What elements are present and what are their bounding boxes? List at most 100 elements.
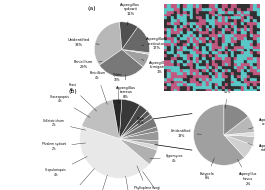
Bar [247,10,250,13]
Bar [237,30,241,33]
Bar [209,82,212,85]
Bar [212,68,215,71]
Bar [199,50,202,53]
Bar [174,82,177,85]
Bar [212,15,215,18]
Bar [253,62,257,65]
Bar [212,74,215,77]
Bar [209,85,212,88]
Text: Trichosporon
spinolosum
2%: Trichosporon spinolosum 2% [143,171,172,190]
Bar [190,77,193,80]
Bar [202,71,206,74]
Bar [202,50,206,53]
Bar [199,77,202,80]
Bar [206,39,209,42]
Bar [244,4,247,7]
Bar [257,53,260,56]
Bar [250,53,253,56]
Bar [209,39,212,42]
Bar [167,36,171,39]
Bar [257,71,260,74]
Bar [218,56,222,59]
Bar [193,15,196,18]
Bar [234,36,237,39]
Bar [196,4,199,7]
Bar [190,24,193,27]
Bar [250,85,253,88]
Bar [231,82,234,85]
Bar [215,53,218,56]
Bar [164,13,167,15]
Bar [190,88,193,91]
Bar [202,18,206,21]
Bar [253,80,257,82]
Bar [190,53,193,56]
Bar [202,62,206,65]
Bar [206,62,209,65]
Bar [164,48,167,50]
Bar [209,30,212,33]
Text: Aspergillus
terreus
8%: Aspergillus terreus 8% [116,75,136,99]
Bar [250,10,253,13]
Bar [174,39,177,42]
Bar [171,59,174,62]
Bar [171,82,174,85]
Bar [215,30,218,33]
Bar [199,42,202,45]
Bar [250,24,253,27]
Bar [171,48,174,50]
Bar [225,30,228,33]
Wedge shape [119,99,140,139]
Bar [222,80,225,82]
Bar [212,42,215,45]
Bar [202,68,206,71]
Bar [247,56,250,59]
Bar [228,74,231,77]
Bar [171,85,174,88]
Bar [247,42,250,45]
Bar [250,50,253,53]
Bar [187,21,190,24]
Bar [164,21,167,24]
Bar [209,13,212,15]
Bar [209,24,212,27]
Bar [196,42,199,45]
Bar [241,42,244,45]
Bar [257,33,260,36]
Bar [253,13,257,15]
Bar [183,36,187,39]
Bar [196,21,199,24]
Bar [209,45,212,48]
Bar [225,59,228,62]
Bar [199,48,202,50]
Bar [244,80,247,82]
Bar [215,56,218,59]
Bar [183,88,187,91]
Bar [177,56,180,59]
Wedge shape [119,131,159,141]
Bar [171,24,174,27]
Bar [222,33,225,36]
Bar [228,48,231,50]
Bar [202,45,206,48]
Bar [202,13,206,15]
Bar [177,68,180,71]
Bar [180,4,183,7]
Bar [206,74,209,77]
Bar [174,30,177,33]
Bar [190,80,193,82]
Bar [225,85,228,88]
Bar [218,45,222,48]
Text: Other
46%: Other 46% [137,117,145,125]
Bar [241,13,244,15]
Bar [202,15,206,18]
Text: Plantiplasm
2%: Plantiplasm 2% [63,169,95,190]
Bar [180,24,183,27]
Bar [257,36,260,39]
Bar [257,62,260,65]
Bar [177,82,180,85]
Bar [257,18,260,21]
Bar [241,39,244,42]
Bar [244,68,247,71]
Bar [180,82,183,85]
